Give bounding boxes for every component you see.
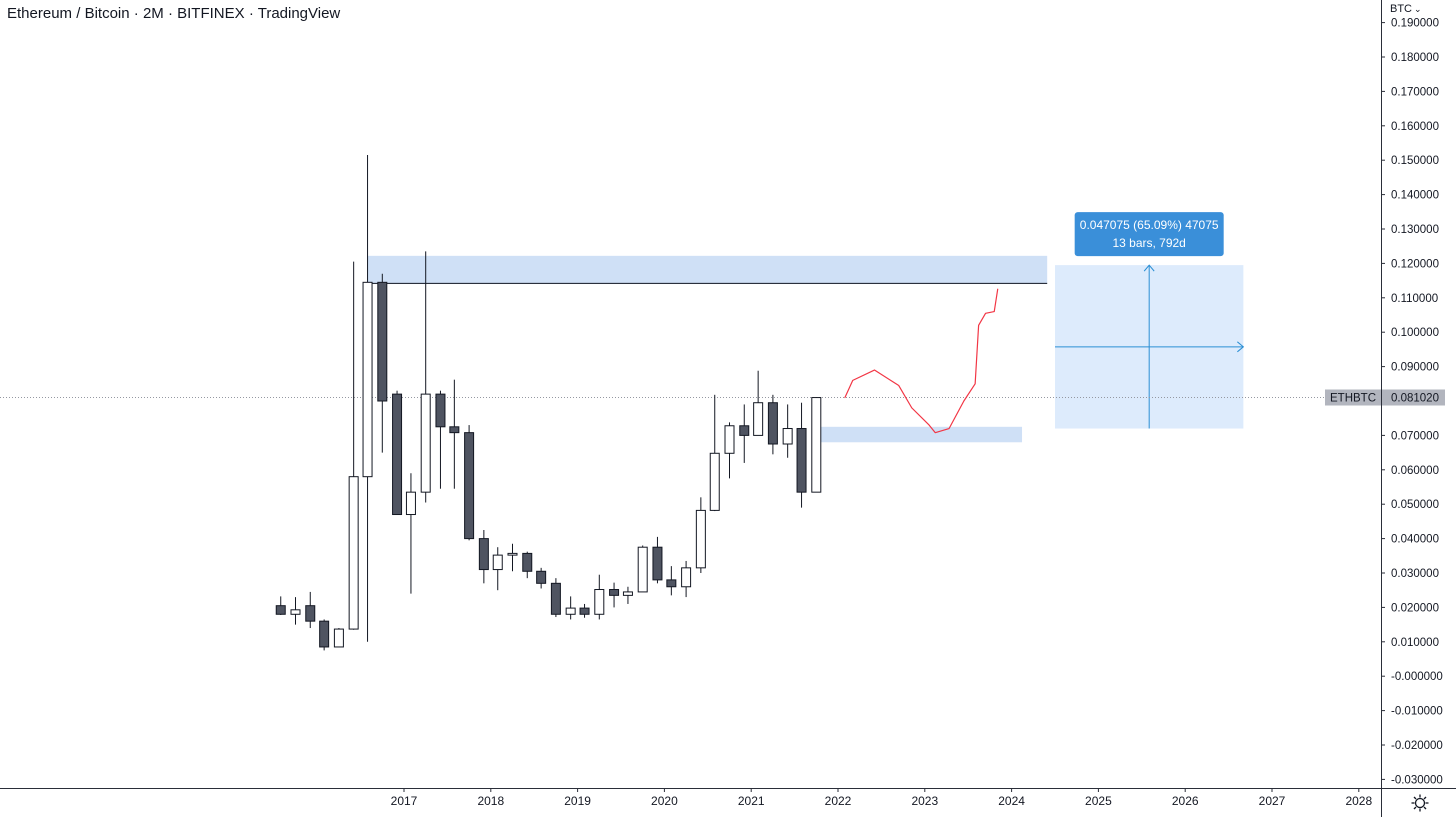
title-separator: / xyxy=(76,5,81,22)
chevron-down-icon: ⌄ xyxy=(1414,4,1422,14)
dot-separator: · xyxy=(248,5,254,22)
x-tick-label: 2024 xyxy=(998,794,1025,808)
candle-body xyxy=(290,609,301,615)
x-tick-label: 2020 xyxy=(651,794,678,808)
x-tick-label: 2023 xyxy=(911,794,938,808)
y-tick-label: 0.190000 xyxy=(1391,18,1439,30)
candle-body xyxy=(695,509,706,569)
y-tick-label: 0.160000 xyxy=(1391,121,1439,133)
exchange-label: BITFINEX xyxy=(177,5,245,22)
y-tick-label: 0.150000 xyxy=(1391,155,1439,167)
candle-body xyxy=(666,579,677,588)
candle-body xyxy=(492,554,503,571)
gear-icon[interactable] xyxy=(1410,793,1430,813)
y-tick-label: 0.030000 xyxy=(1391,568,1439,580)
candle-body xyxy=(782,428,793,445)
candle-body xyxy=(333,628,344,648)
resistance-zone xyxy=(367,255,1048,285)
y-tick-label: 0.010000 xyxy=(1391,637,1439,649)
measure-up-arrow xyxy=(1143,264,1155,272)
symbol-label: ETHBTC xyxy=(1330,392,1376,404)
candle-body xyxy=(478,538,489,571)
y-tick-label: -0.010000 xyxy=(1391,706,1443,718)
candle-body xyxy=(622,591,633,596)
provider-label: TradingView xyxy=(257,5,341,22)
candle-body xyxy=(275,605,286,615)
symbol-label-box xyxy=(1325,389,1381,406)
projection-path xyxy=(844,288,999,434)
y-tick-label: 0.060000 xyxy=(1391,465,1439,477)
x-tick-label: 2018 xyxy=(477,794,504,808)
x-tick-label: 2027 xyxy=(1259,794,1286,808)
y-tick-label: 0.090000 xyxy=(1391,362,1439,374)
candle-body xyxy=(536,570,547,584)
candle-body xyxy=(507,552,518,556)
dot-separator: · xyxy=(133,5,139,22)
candle-body xyxy=(652,546,663,581)
measure-label-line2: 13 bars, 792d xyxy=(1112,236,1185,250)
interval-label: 2M xyxy=(142,5,164,22)
x-tick-label: 2022 xyxy=(825,794,852,808)
y-tick-label: 0.100000 xyxy=(1391,327,1439,339)
candle-body xyxy=(565,607,576,615)
y-tick-label: 0.050000 xyxy=(1391,499,1439,511)
price-label: 0.081020 xyxy=(1391,392,1439,404)
y-tick-label: 0.120000 xyxy=(1391,258,1439,270)
y-tick-label: 0.130000 xyxy=(1391,224,1439,236)
currency-selector[interactable]: BTC ⌄ xyxy=(1390,3,1422,15)
measure-right-arrow xyxy=(1237,341,1245,353)
y-tick-label: 0.070000 xyxy=(1391,430,1439,442)
candle-body xyxy=(420,393,431,493)
y-tick-label: 0.170000 xyxy=(1391,86,1439,98)
x-tick-label: 2017 xyxy=(391,794,418,808)
candle-body xyxy=(305,605,316,622)
candle-body xyxy=(377,281,388,402)
quote-name: Bitcoin xyxy=(84,5,130,22)
measure-label-box xyxy=(1074,212,1224,257)
x-tick-label: 2028 xyxy=(1345,794,1372,808)
candle-body xyxy=(709,452,720,511)
candle-body xyxy=(362,281,373,478)
candle-body xyxy=(550,582,561,615)
candle-body xyxy=(681,567,692,588)
candle-body xyxy=(464,432,475,540)
y-tick-label: -0.030000 xyxy=(1391,774,1443,786)
y-tick-label: 0.110000 xyxy=(1391,293,1438,305)
measure-label-line1: 0.047075 (65.09%) 47075 xyxy=(1080,218,1219,232)
candle-body xyxy=(637,546,648,593)
symbol-name: Ethereum xyxy=(7,5,73,22)
y-tick-label: 0.020000 xyxy=(1391,602,1439,614)
candle-body xyxy=(739,425,750,436)
x-tick-label: 2025 xyxy=(1085,794,1112,808)
currency-label: BTC xyxy=(1390,3,1412,15)
y-tick-label: 0.140000 xyxy=(1391,190,1439,202)
candle-body xyxy=(594,589,605,615)
candle-body xyxy=(796,428,807,493)
x-tick-label: 2026 xyxy=(1172,794,1199,808)
candle-body xyxy=(405,491,416,516)
candle-body xyxy=(753,402,764,436)
candle-body xyxy=(449,426,460,434)
chart-title: Ethereum / Bitcoin · 2M · BITFINEX · Tra… xyxy=(7,5,340,22)
price-label-box xyxy=(1382,389,1445,406)
y-tick-label: -0.020000 xyxy=(1391,740,1443,752)
candle-body xyxy=(522,552,533,572)
dot-separator: · xyxy=(167,5,173,22)
candle-body xyxy=(579,607,590,615)
y-tick-label: -0.000000 xyxy=(1391,671,1443,683)
candle-body xyxy=(724,425,735,454)
candle-body xyxy=(319,620,330,648)
candle-body xyxy=(348,476,359,630)
candle-body xyxy=(767,402,778,445)
candle-body xyxy=(392,393,403,516)
candle-body xyxy=(811,397,822,493)
y-tick-label: 0.180000 xyxy=(1391,52,1439,64)
x-tick-label: 2021 xyxy=(738,794,765,808)
candle-body xyxy=(435,393,446,428)
y-tick-label: 0.040000 xyxy=(1391,534,1439,546)
candle-body xyxy=(609,589,620,596)
support-zone xyxy=(816,426,1023,443)
x-tick-label: 2019 xyxy=(564,794,591,808)
